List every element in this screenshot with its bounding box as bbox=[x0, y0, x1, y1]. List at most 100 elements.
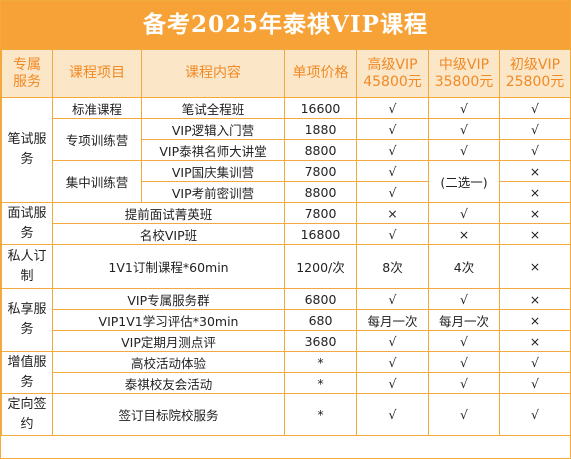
price-cell: 7800 bbox=[284, 202, 357, 224]
header-mid-vip: 中级VIP 35800元 bbox=[428, 49, 500, 98]
header-junior-vip: 初级VIP 25800元 bbox=[499, 49, 571, 98]
senior-cell: √ bbox=[356, 139, 429, 161]
header-senior-vip: 高级VIP 45800元 bbox=[356, 49, 429, 98]
content-cell: 笔试全程班 bbox=[141, 97, 285, 119]
mid-cell: √ bbox=[428, 288, 500, 310]
price-cell: 680 bbox=[284, 309, 357, 331]
table-row: VIP考前密训营 8800 √ × bbox=[2, 181, 571, 203]
junior-cell: √ bbox=[499, 372, 571, 394]
mid-cell: × bbox=[428, 223, 500, 245]
table-row: 私人订制 1V1订制课程*60min 1200/次 8次 4次 × bbox=[1, 244, 571, 289]
table-row: 定向签约 签订目标院校服务 * √ √ √ bbox=[1, 393, 571, 436]
header-category: 专属 服务 bbox=[1, 49, 53, 98]
senior-cell: 8次 bbox=[356, 244, 429, 289]
junior-cell: √ bbox=[499, 393, 571, 436]
table-header-row: 专属 服务 课程项目 课程内容 单项价格 高级VIP 45800元 中级VIP 358… bbox=[1, 49, 571, 98]
junior-cell: × bbox=[499, 288, 571, 310]
content-cell: VIP泰祺名师大讲堂 bbox=[141, 139, 285, 161]
table-row: 私享服务 VIP专属服务群 6800 √ √ × bbox=[1, 288, 571, 352]
category-interview: 面试服务 bbox=[1, 202, 53, 245]
mid-cell: √ bbox=[428, 202, 500, 224]
table-row: 集中训练营 VIP国庆集训营 7800 √ (二选一) × bbox=[2, 160, 571, 203]
category-written: 笔试服务 bbox=[1, 97, 53, 203]
junior-cell: × bbox=[499, 330, 571, 352]
content-cell: 签订目标院校服务 bbox=[52, 393, 285, 436]
table-row: 专项训练营 VIP逻辑入门营 1880 √ √ √ bbox=[2, 118, 571, 161]
junior-cell: √ bbox=[499, 118, 571, 140]
table-row: 笔试服务 标准课程 笔试全程班 16600 √ √ √ bbox=[1, 97, 571, 203]
header-project: 课程项目 bbox=[52, 49, 142, 98]
price-cell: * bbox=[284, 351, 357, 373]
content-cell: 名校VIP班 bbox=[52, 223, 285, 245]
senior-cell: 每月一次 bbox=[356, 309, 429, 331]
category-private: 私人订制 bbox=[1, 244, 53, 289]
project-intensive: 集中训练营 bbox=[52, 160, 142, 203]
mid-intensive-note: (二选一) bbox=[428, 160, 500, 203]
senior-cell: √ bbox=[356, 351, 429, 373]
senior-cell: √ bbox=[356, 372, 429, 394]
table-row: VIP定期月测点评 3680 √ √ × bbox=[2, 330, 571, 352]
senior-cell: √ bbox=[356, 223, 429, 245]
mid-cell: 每月一次 bbox=[428, 309, 500, 331]
senior-cell: √ bbox=[356, 393, 429, 436]
mid-cell: √ bbox=[428, 393, 500, 436]
price-cell: 1200/次 bbox=[284, 244, 357, 289]
price-cell: 16600 bbox=[284, 97, 357, 119]
course-table: 专属 服务 课程项目 课程内容 单项价格 高级VIP 45800元 中级VIP 358… bbox=[1, 49, 571, 436]
mid-cell: √ bbox=[428, 330, 500, 352]
price-cell: * bbox=[284, 393, 357, 436]
category-exclusive: 私享服务 bbox=[1, 288, 53, 352]
senior-cell: √ bbox=[356, 160, 429, 182]
table-row: VIP1V1学习评估*30min 680 每月一次 每月一次 × bbox=[2, 309, 571, 331]
price-cell: * bbox=[284, 372, 357, 394]
junior-cell: √ bbox=[499, 139, 571, 161]
senior-cell: √ bbox=[356, 330, 429, 352]
mid-cell: 4次 bbox=[428, 244, 500, 289]
junior-cell: × bbox=[499, 202, 571, 224]
category-value: 增值服务 bbox=[1, 351, 53, 394]
senior-cell: √ bbox=[356, 288, 429, 310]
content-cell: 泰祺校友会活动 bbox=[52, 372, 285, 394]
junior-cell: × bbox=[499, 160, 571, 182]
project-special: 专项训练营 bbox=[52, 118, 142, 161]
mid-cell: √ bbox=[428, 139, 500, 161]
content-cell: VIP国庆集训营 bbox=[141, 160, 285, 182]
table-row: 名校VIP班 16800 √ × × bbox=[2, 223, 571, 245]
project-standard: 标准课程 bbox=[52, 97, 142, 119]
junior-cell: √ bbox=[499, 97, 571, 119]
table-row: 增值服务 高校活动体验 * √ √ √ bbox=[1, 351, 571, 394]
price-cell: 8800 bbox=[284, 181, 357, 203]
price-cell: 3680 bbox=[284, 330, 357, 352]
junior-cell: × bbox=[499, 223, 571, 245]
content-cell: VIP定期月测点评 bbox=[52, 330, 285, 352]
senior-cell: √ bbox=[356, 181, 429, 203]
content-cell: 高校活动体验 bbox=[52, 351, 285, 373]
price-cell: 1880 bbox=[284, 118, 357, 140]
senior-cell: √ bbox=[356, 97, 429, 119]
page-title: 备考2025年泰祺VIP课程 bbox=[1, 1, 570, 49]
content-cell: VIP考前密训营 bbox=[141, 181, 285, 203]
content-cell: 提前面试菁英班 bbox=[52, 202, 285, 224]
junior-cell: × bbox=[499, 244, 571, 289]
category-targeted: 定向签约 bbox=[1, 393, 53, 436]
content-cell: 1V1订制课程*60min bbox=[52, 244, 285, 289]
table-row: 泰祺校友会活动 * √ √ √ bbox=[2, 372, 571, 394]
junior-cell: × bbox=[499, 181, 571, 203]
mid-cell: √ bbox=[428, 372, 500, 394]
table-row: 面试服务 提前面试菁英班 7800 × √ × bbox=[1, 202, 571, 245]
price-cell: 16800 bbox=[284, 223, 357, 245]
mid-cell: √ bbox=[428, 351, 500, 373]
content-cell: VIP逻辑入门营 bbox=[141, 118, 285, 140]
mid-cell: √ bbox=[428, 118, 500, 140]
price-cell: 7800 bbox=[284, 160, 357, 182]
price-cell: 8800 bbox=[284, 139, 357, 161]
junior-cell: × bbox=[499, 309, 571, 331]
price-cell: 6800 bbox=[284, 288, 357, 310]
header-content: 课程内容 bbox=[141, 49, 285, 98]
senior-cell: √ bbox=[356, 118, 429, 140]
header-price: 单项价格 bbox=[284, 49, 357, 98]
junior-cell: √ bbox=[499, 351, 571, 373]
content-cell: VIP1V1学习评估*30min bbox=[52, 309, 285, 331]
senior-cell: × bbox=[356, 202, 429, 224]
